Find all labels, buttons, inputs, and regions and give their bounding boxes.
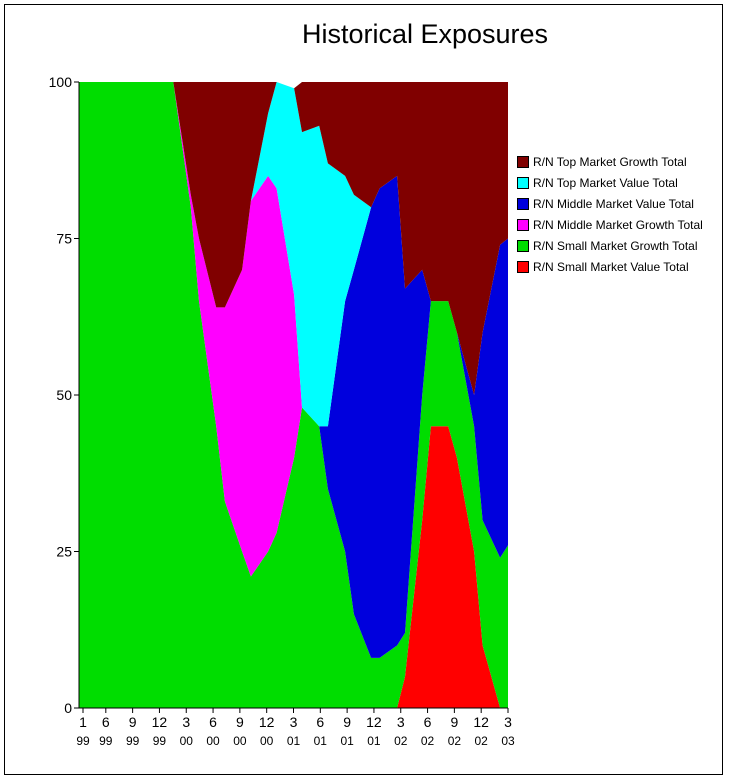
x-tick-label-year: 02 (448, 734, 462, 748)
x-tick-label-year: 02 (475, 734, 489, 748)
x-tick-label-month: 12 (259, 714, 275, 730)
y-tick-label: 100 (49, 74, 73, 90)
x-tick-label-year: 99 (99, 734, 113, 748)
legend-label: R/N Small Market Growth Total (533, 238, 698, 253)
legend-swatch (517, 260, 529, 273)
legend-item: R/N Middle Market Value Total (517, 193, 722, 214)
x-tick-label-month: 3 (182, 714, 190, 730)
x-tick-label-year: 02 (394, 734, 408, 748)
x-tick-label-year: 00 (180, 734, 194, 748)
x-tick-label-year: 99 (76, 734, 90, 748)
x-tick-label-year: 00 (260, 734, 274, 748)
series-area-3 (79, 82, 508, 658)
x-tick-label-month: 9 (236, 714, 244, 730)
legend-swatch (517, 218, 529, 231)
chart-frame: Historical Exposures 0 25 50 75 100 1 99 6 99 9 99… (4, 4, 723, 775)
x-tick-label-year: 00 (206, 734, 220, 748)
x-tick-label-year: 02 (421, 734, 435, 748)
x-tick-label-year: 01 (340, 734, 354, 748)
x-tick-label-month: 3 (290, 714, 298, 730)
legend-label: R/N Top Market Value Total (533, 175, 678, 190)
chart-title: Historical Exposures (301, 19, 549, 49)
x-tick-label-month: 12 (152, 714, 168, 730)
legend-swatch (517, 239, 529, 252)
legend-label: R/N Small Market Value Total (533, 259, 689, 274)
x-tick-label-month: 3 (397, 714, 405, 730)
series-area-0 (79, 426, 508, 708)
legend-item: R/N Top Market Growth Total (517, 151, 722, 172)
series-area-5 (79, 82, 508, 395)
x-tick-label-year: 01 (314, 734, 328, 748)
series-areas (79, 82, 508, 708)
series-area-4 (79, 82, 508, 427)
legend-item: R/N Small Market Growth Total (517, 235, 722, 256)
legend-label: R/N Middle Market Value Total (533, 196, 694, 211)
x-tick-label-year: 99 (126, 734, 140, 748)
series-area-2 (79, 82, 508, 658)
legend-swatch (517, 155, 529, 168)
y-tick-label: 0 (64, 700, 72, 716)
x-tick-label-year: 99 (153, 734, 167, 748)
x-tick-label-month: 6 (316, 714, 324, 730)
legend-swatch (517, 197, 529, 210)
x-tick-label-month: 9 (450, 714, 458, 730)
legend-label: R/N Middle Market Growth Total (533, 217, 703, 232)
x-tick-label-year: 01 (367, 734, 381, 748)
x-tick-label-month: 9 (343, 714, 351, 730)
legend-item: R/N Small Market Value Total (517, 256, 722, 277)
x-tick-label-year: 00 (233, 734, 247, 748)
y-tick-label: 75 (56, 231, 72, 247)
x-tick-label-month: 12 (366, 714, 382, 730)
x-tick-label-month: 6 (424, 714, 432, 730)
x-tick-label-month: 9 (129, 714, 137, 730)
legend-item: R/N Middle Market Growth Total (517, 214, 722, 235)
axes: 0255075100199699999129930060090012003016… (49, 74, 515, 748)
y-tick-label: 50 (56, 387, 72, 403)
x-tick-label-month: 6 (209, 714, 217, 730)
x-tick-label-month: 1 (79, 714, 87, 730)
y-tick-label: 25 (56, 544, 72, 560)
x-tick-label-month: 3 (504, 714, 512, 730)
legend-label: R/N Top Market Growth Total (533, 154, 687, 169)
legend-swatch (517, 176, 529, 189)
legend-item: R/N Top Market Value Total (517, 172, 722, 193)
chart-plot: 0255075100199699999129930060090012003016… (49, 74, 515, 748)
x-tick-label-year: 03 (501, 734, 515, 748)
x-tick-label-year: 01 (287, 734, 301, 748)
x-tick-label-month: 12 (473, 714, 489, 730)
series-area-1 (79, 82, 508, 708)
x-tick-label-month: 6 (102, 714, 110, 730)
legend: R/N Top Market Growth Total R/N Top Marke… (517, 151, 722, 277)
